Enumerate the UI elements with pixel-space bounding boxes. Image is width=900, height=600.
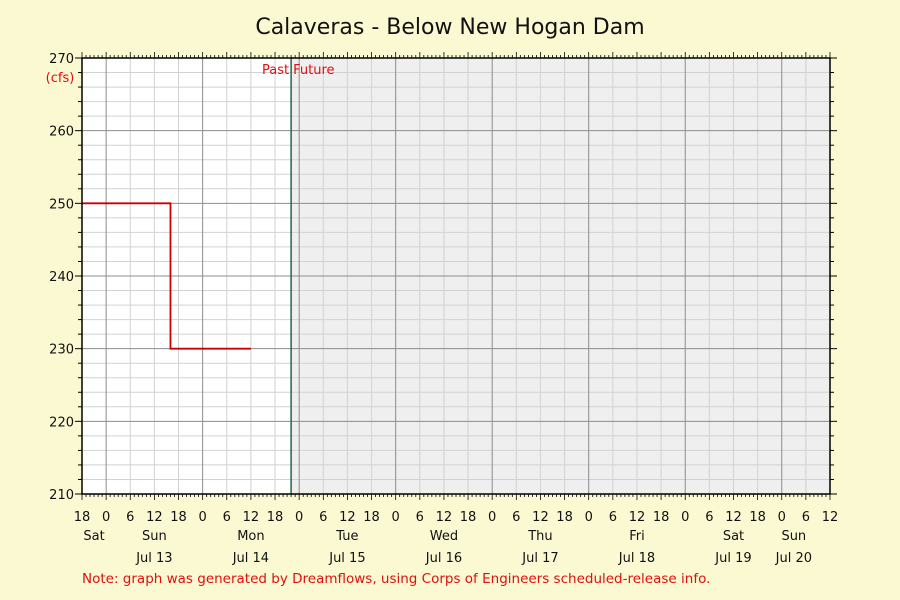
date-label: Jul 13: [135, 551, 172, 566]
hour-tick-label: 18: [267, 510, 284, 525]
hour-tick-label: 6: [609, 510, 617, 525]
x-axis-labels: 18 0 6 12 18 0 6 12 18 0 6 12 18 0 6 12 18 0 6 12 18 0 6 12 18 0 6…: [74, 510, 839, 566]
hour-tick-label: 6: [416, 510, 424, 525]
hour-tick-label: 0: [488, 510, 496, 525]
y-axis-unit-label: (cfs): [46, 71, 75, 86]
footer-note: Note: graph was generated by Dreamflows,…: [82, 571, 710, 587]
hour-tick-label: 0: [778, 510, 786, 525]
date-label: Jul 17: [521, 551, 558, 566]
weekday-label: Sat: [83, 529, 104, 544]
weekday-label: Tue: [335, 529, 358, 544]
now-marker: Past Future: [262, 58, 335, 494]
hour-tick-label: 12: [822, 510, 839, 525]
hour-tick-label: 0: [295, 510, 303, 525]
hour-tick-label: 0: [681, 510, 689, 525]
weekday-label: Thu: [527, 529, 552, 544]
y-tick-label: 240: [49, 270, 74, 285]
hour-tick-label: 6: [319, 510, 327, 525]
hour-tick-label: 6: [705, 510, 713, 525]
hour-tick-label: 6: [126, 510, 134, 525]
hour-tick-label: 18: [653, 510, 670, 525]
axes: [75, 52, 837, 500]
y-tick-label: 250: [49, 197, 74, 212]
hour-tick-label: 6: [512, 510, 520, 525]
hour-tick-label: 18: [170, 510, 187, 525]
flow-line: [82, 202, 251, 350]
date-label: Jul 19: [714, 551, 751, 566]
weekday-label: Sun: [142, 529, 167, 544]
y-tick-label: 270: [49, 52, 74, 67]
flow-series: [82, 202, 251, 350]
date-label: Jul 15: [328, 551, 365, 566]
date-label: Jul 14: [232, 551, 269, 566]
hour-tick-label: 18: [460, 510, 477, 525]
weekday-label: Mon: [237, 529, 264, 544]
hour-tick-label: 0: [392, 510, 400, 525]
hour-tick-label: 18: [74, 510, 91, 525]
hour-tick-label: 12: [339, 510, 356, 525]
weekday-label: Sun: [781, 529, 806, 544]
y-tick-label: 210: [49, 488, 74, 503]
date-label: Jul 18: [618, 551, 655, 566]
date-label: Jul 16: [425, 551, 462, 566]
hour-tick-label: 12: [725, 510, 742, 525]
hour-tick-label: 0: [199, 510, 207, 525]
hour-tick-label: 12: [436, 510, 453, 525]
hour-tick-label: 12: [146, 510, 163, 525]
weekday-label: Sat: [723, 529, 744, 544]
past-label: Past: [262, 63, 289, 78]
hour-tick-label: 0: [585, 510, 593, 525]
chart-title: Calaveras - Below New Hogan Dam: [255, 15, 644, 40]
hour-tick-label: 0: [102, 510, 110, 525]
y-tick-label: 220: [49, 415, 74, 430]
future-label: Future: [293, 63, 334, 78]
y-tick-label: 260: [49, 125, 74, 140]
hour-tick-label: 12: [629, 510, 646, 525]
hour-tick-label: 12: [243, 510, 260, 525]
hour-tick-label: 18: [556, 510, 573, 525]
weekday-label: Wed: [430, 529, 458, 544]
y-tick-label: 230: [49, 343, 74, 358]
hour-tick-label: 12: [532, 510, 549, 525]
hour-tick-label: 6: [802, 510, 810, 525]
date-label: Jul 20: [775, 551, 812, 566]
y-axis-labels: 210 220 230 240 250 260 270: [49, 52, 74, 503]
weekday-label: Fri: [629, 529, 645, 544]
hour-tick-label: 6: [223, 510, 231, 525]
hour-tick-label: 18: [749, 510, 766, 525]
hour-tick-label: 18: [363, 510, 380, 525]
